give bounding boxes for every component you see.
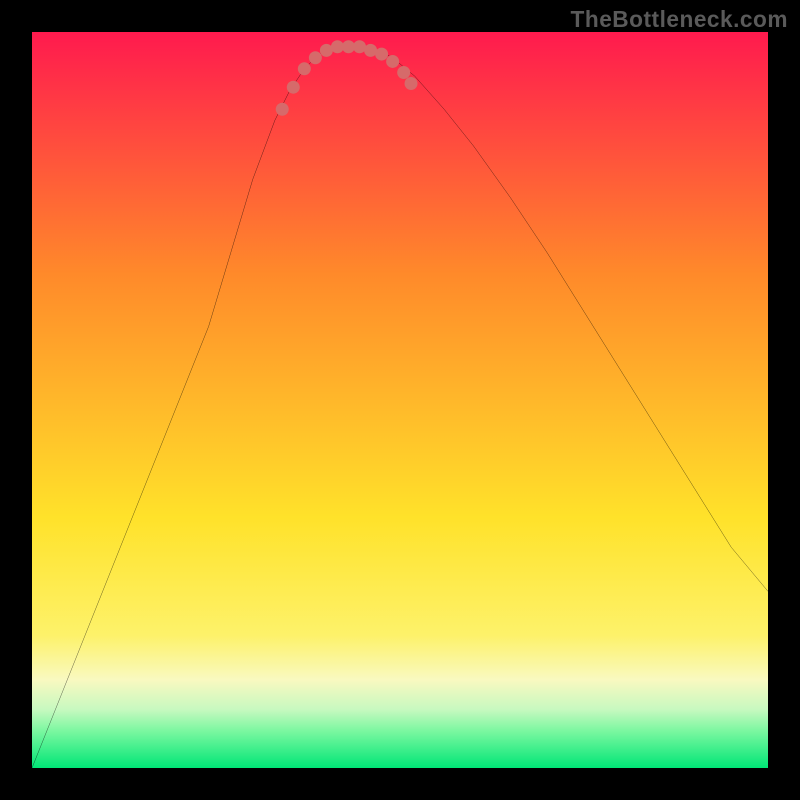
marker-dot: [397, 66, 410, 79]
chart-frame: TheBottleneck.com: [0, 0, 800, 800]
marker-dot: [298, 62, 311, 75]
marker-dot: [405, 77, 418, 90]
watermark-text: TheBottleneck.com: [571, 6, 788, 33]
chart-svg: [32, 32, 768, 768]
marker-dot: [364, 44, 377, 57]
curve-markers: [276, 40, 418, 116]
bottleneck-curve: [32, 47, 768, 768]
marker-dot: [276, 103, 289, 116]
marker-dot: [320, 44, 333, 57]
marker-dot: [375, 48, 388, 61]
marker-dot: [386, 55, 399, 68]
plot-area: [32, 32, 768, 768]
marker-dot: [309, 51, 322, 64]
marker-dot: [353, 40, 366, 53]
marker-dot: [287, 81, 300, 94]
